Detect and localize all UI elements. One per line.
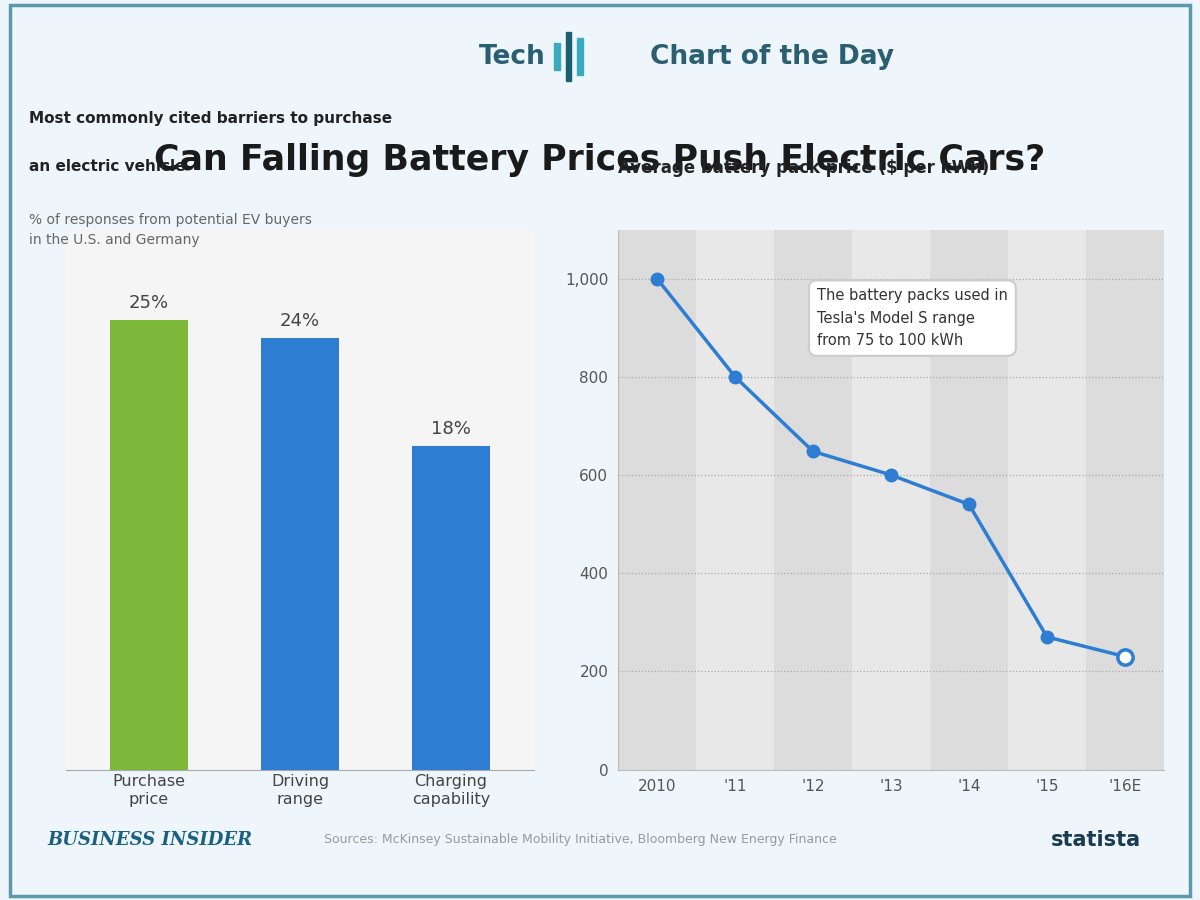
Text: 24%: 24% <box>280 312 320 330</box>
Text: BUSINESS INSIDER: BUSINESS INSIDER <box>47 831 252 849</box>
Text: % of responses from potential EV buyers
in the U.S. and Germany: % of responses from potential EV buyers … <box>29 213 312 247</box>
Bar <box>1008 230 1086 770</box>
Bar <box>618 230 696 770</box>
Bar <box>930 230 1008 770</box>
Text: Chart of the Day: Chart of the Day <box>650 43 894 69</box>
Bar <box>260 338 340 770</box>
Bar <box>554 42 559 70</box>
Bar <box>696 230 774 770</box>
Text: Can Falling Battery Prices Push Electric Cars?: Can Falling Battery Prices Push Electric… <box>155 143 1045 176</box>
Text: Sources: McKinsey Sustainable Mobility Initiative, Bloomberg New Energy Finance: Sources: McKinsey Sustainable Mobility I… <box>324 833 836 846</box>
Bar <box>109 320 188 770</box>
Text: 18%: 18% <box>431 420 470 438</box>
Bar <box>1086 230 1164 770</box>
Text: Tech: Tech <box>479 43 546 69</box>
Text: an electric vehicle: an electric vehicle <box>29 159 185 175</box>
Bar <box>566 32 571 81</box>
Bar <box>774 230 852 770</box>
Text: statista: statista <box>1051 830 1141 850</box>
Text: 25%: 25% <box>128 294 169 312</box>
Bar <box>577 38 583 76</box>
Text: Most commonly cited barriers to purchase: Most commonly cited barriers to purchase <box>29 111 391 126</box>
Bar <box>852 230 930 770</box>
Text: The battery packs used in
Tesla's Model S range
from 75 to 100 kWh: The battery packs used in Tesla's Model … <box>817 288 1008 347</box>
Text: Average battery pack price ($ per kWh): Average battery pack price ($ per kWh) <box>618 159 989 177</box>
Bar <box>412 446 491 770</box>
